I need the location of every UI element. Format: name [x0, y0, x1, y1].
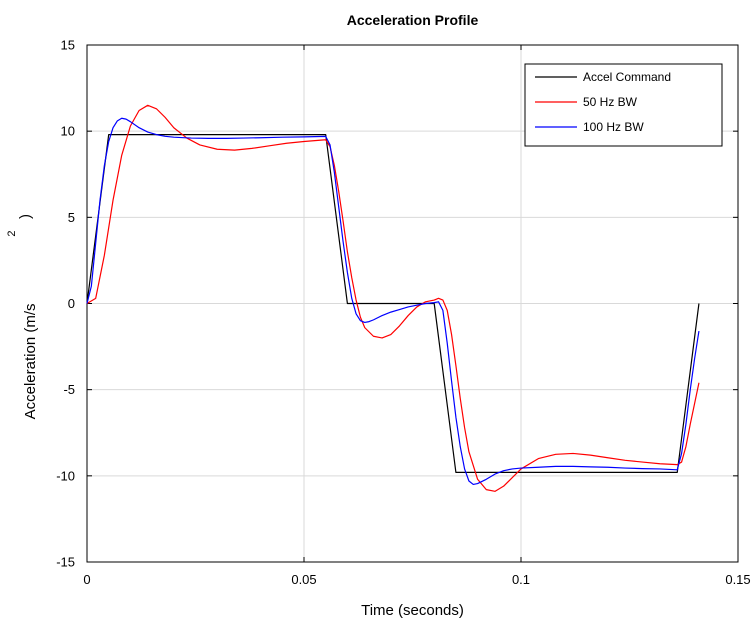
y-tick-label: 5 [68, 210, 75, 225]
legend: Accel Command 50 Hz BW 100 Hz BW [524, 63, 723, 147]
legend-box [524, 63, 723, 147]
x-axis-label: Time (seconds) [361, 602, 464, 619]
legend-label-50hz-bw: 50 Hz BW [583, 95, 638, 109]
series-lines [86, 104, 700, 492]
y-tick-label: 0 [68, 296, 75, 311]
x-tick-label: 0.15 [725, 572, 750, 587]
x-tick-label: 0 [83, 572, 90, 587]
series-line-100-hz-bw [86, 117, 700, 486]
chart-title: Acceleration Profile [347, 12, 479, 28]
legend-label-accel-command: Accel Command [583, 70, 671, 84]
legend-label-100hz-bw: 100 Hz BW [583, 120, 644, 134]
x-tick-label: 0.1 [512, 572, 530, 587]
series-line-50-hz-bw [86, 104, 700, 492]
y-tick-label: 10 [61, 124, 75, 139]
y-axis-label: Acceleration (m/s 2 ) [6, 214, 39, 419]
axis-ticks: 0 0.05 0.1 0.15 -15 -10 -5 0 5 10 15 [56, 38, 750, 588]
x-tick-label: 0.05 [291, 572, 316, 587]
y-axis-label-superscript: 2 [6, 230, 18, 236]
series-line-accel-command [86, 134, 700, 473]
y-axis-label-text: Acceleration (m/s [22, 304, 39, 420]
y-axis-label-close: ) [17, 214, 34, 219]
y-tick-label: -5 [63, 382, 75, 397]
y-tick-label: -10 [56, 468, 75, 483]
y-tick-label: -15 [56, 555, 75, 570]
y-tick-label: 15 [61, 38, 75, 53]
